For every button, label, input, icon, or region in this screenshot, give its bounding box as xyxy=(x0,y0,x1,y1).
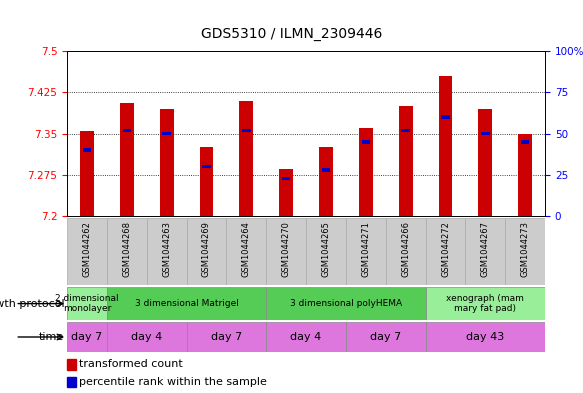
Bar xyxy=(120,103,134,216)
Bar xyxy=(518,134,532,216)
Bar xyxy=(319,147,333,216)
Bar xyxy=(426,322,545,352)
Text: 2 dimensional
monolayer: 2 dimensional monolayer xyxy=(55,294,119,313)
Bar xyxy=(67,376,76,387)
Text: day 7: day 7 xyxy=(370,332,401,342)
Bar xyxy=(306,218,346,285)
Bar xyxy=(426,218,465,285)
Bar xyxy=(479,109,492,216)
Text: GDS5310 / ILMN_2309446: GDS5310 / ILMN_2309446 xyxy=(201,27,382,41)
Text: 3 dimensional polyHEMA: 3 dimensional polyHEMA xyxy=(290,299,402,308)
Text: GSM1044263: GSM1044263 xyxy=(162,221,171,277)
Text: GSM1044267: GSM1044267 xyxy=(481,221,490,277)
Bar xyxy=(226,218,266,285)
Text: GSM1044273: GSM1044273 xyxy=(521,221,530,277)
Bar xyxy=(266,287,426,320)
Text: GSM1044271: GSM1044271 xyxy=(361,221,370,277)
Text: percentile rank within the sample: percentile rank within the sample xyxy=(79,377,267,387)
Text: 3 dimensional Matrigel: 3 dimensional Matrigel xyxy=(135,299,238,308)
Bar xyxy=(346,322,426,352)
Text: day 7: day 7 xyxy=(71,332,103,342)
Bar xyxy=(361,140,370,143)
Text: GSM1044264: GSM1044264 xyxy=(242,221,251,277)
Bar xyxy=(163,132,171,135)
Text: day 4: day 4 xyxy=(131,332,162,342)
Text: GSM1044265: GSM1044265 xyxy=(321,221,331,277)
Bar xyxy=(187,322,266,352)
Bar xyxy=(521,140,529,143)
Bar xyxy=(67,218,107,285)
Bar xyxy=(426,287,545,320)
Bar xyxy=(107,322,187,352)
Text: time: time xyxy=(39,332,64,342)
Bar xyxy=(80,131,94,216)
Text: growth protocol: growth protocol xyxy=(0,299,64,309)
Bar xyxy=(279,169,293,216)
Bar xyxy=(481,132,490,135)
Bar xyxy=(438,76,452,216)
Bar xyxy=(346,218,386,285)
Bar xyxy=(266,322,346,352)
Bar xyxy=(122,129,131,132)
Text: GSM1044262: GSM1044262 xyxy=(82,221,92,277)
Text: xenograph (mam
mary fat pad): xenograph (mam mary fat pad) xyxy=(447,294,524,313)
Bar xyxy=(83,149,91,152)
Bar xyxy=(67,322,107,352)
Bar xyxy=(465,218,505,285)
Bar xyxy=(240,101,253,216)
Bar xyxy=(187,218,226,285)
Bar xyxy=(266,218,306,285)
Bar xyxy=(107,287,266,320)
Text: GSM1044268: GSM1044268 xyxy=(122,221,131,277)
Text: transformed count: transformed count xyxy=(79,359,182,369)
Bar xyxy=(202,165,210,168)
Bar xyxy=(107,218,147,285)
Bar xyxy=(505,218,545,285)
Bar xyxy=(441,116,449,119)
Bar xyxy=(402,129,410,132)
Text: day 43: day 43 xyxy=(466,332,504,342)
Text: GSM1044266: GSM1044266 xyxy=(401,221,410,277)
Bar xyxy=(160,109,174,216)
Bar xyxy=(147,218,187,285)
Bar xyxy=(282,176,290,180)
Bar xyxy=(199,147,213,216)
Text: day 7: day 7 xyxy=(211,332,242,342)
Text: GSM1044269: GSM1044269 xyxy=(202,221,211,277)
Bar xyxy=(399,106,413,216)
Bar xyxy=(359,128,373,216)
Text: day 4: day 4 xyxy=(290,332,322,342)
Text: GSM1044272: GSM1044272 xyxy=(441,221,450,277)
Bar xyxy=(67,359,76,369)
Bar xyxy=(322,168,330,172)
Bar xyxy=(242,129,251,132)
Bar xyxy=(67,287,107,320)
Text: GSM1044270: GSM1044270 xyxy=(282,221,291,277)
Bar xyxy=(386,218,426,285)
